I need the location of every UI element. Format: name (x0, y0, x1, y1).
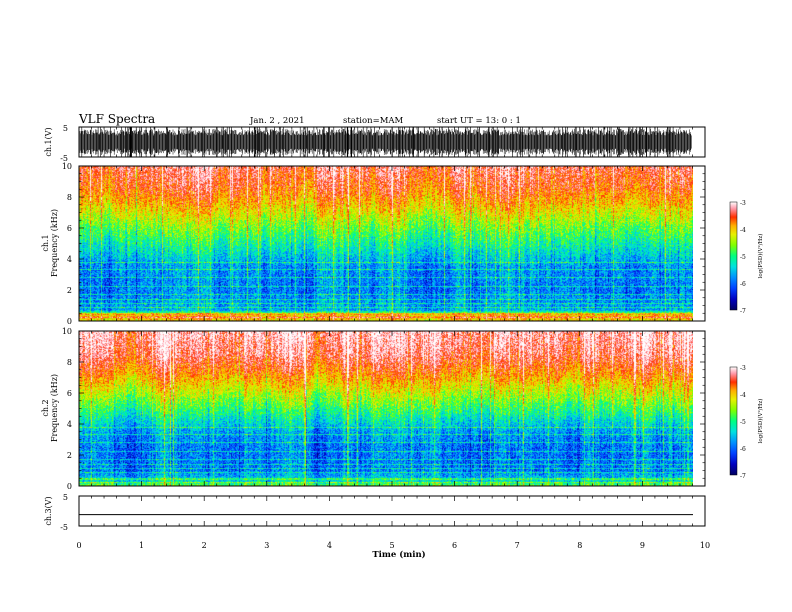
time-axis-tick-label: 1 (139, 541, 144, 550)
ch2-spectrogram-y-tick-label: 8 (67, 358, 72, 367)
ch1-spectrogram-y-tick-label: 4 (67, 255, 72, 264)
time-axis-tick-label: 8 (577, 541, 582, 550)
ch2-colorbar-tick: -7 (740, 473, 746, 480)
ch1-spectrogram-x-ticks (78, 166, 706, 321)
ch3-ytick-max: 5 (63, 493, 68, 502)
ch2-colorbar-tick: -5 (740, 419, 746, 426)
date-label: Jan. 2 , 2021 (249, 116, 305, 126)
start-time-label: start UT = 13: 0 : 1 (437, 116, 521, 126)
ch1-spectrogram-ylabel-frequency: Frequency (kHz) (50, 209, 59, 277)
ch1-spectrogram-y-tick-label: 10 (62, 162, 72, 171)
time-axis-label: Time (min) (372, 549, 425, 560)
ch1-spectrogram-y-tick-label: 0 (67, 317, 72, 326)
ch2-spectrogram-x-ticks (78, 331, 706, 486)
ch1-spectrogram-y-tick-label: 2 (67, 286, 72, 295)
ch2-spectrogram-y-tick-label: 6 (67, 389, 72, 398)
ch2-colorbar-tick: -4 (740, 392, 746, 399)
ch1-spectrogram-ylabel-channel: ch.1 (41, 234, 50, 251)
time-axis-tick-label: 0 (76, 541, 81, 550)
ch3-x-ticks (78, 496, 706, 526)
ch1-ylabel: ch.1(V) (44, 127, 53, 156)
ch1-waveform-panel: 5 -5 ch.1(V) (44, 124, 706, 163)
ch1-ytick-min: -5 (60, 154, 68, 163)
ch2-spectrogram-ylabel-channel: ch.2 (41, 399, 50, 416)
ch1-spectrogram-panel: 0 2 4 6 8 10 ch.1 Frequency (kHz) (41, 162, 764, 326)
time-axis-tick-label: 10 (700, 541, 710, 550)
ch2-spectrogram-ylabel-frequency: Frequency (kHz) (50, 374, 59, 442)
ch1-spectrogram-y-tick-label: 8 (67, 193, 72, 202)
time-axis-tick-label: 7 (515, 541, 520, 550)
ch2-spectrogram-y-ticks: 0 2 4 6 8 10 (62, 327, 705, 491)
ch3-ylabel: ch.3(V) (44, 496, 53, 525)
ch1-colorbar-tick: -5 (740, 254, 746, 261)
figure-title: VLF Spectra (78, 112, 155, 126)
ch1-colorbar-tick: -4 (740, 227, 746, 234)
ch1-spectrogram-y-ticks: 0 2 4 6 8 10 (62, 162, 705, 326)
ch1-colorbar: -3 -4 -5 -6 -7 log(PSD)(V²/Hz) (729, 200, 764, 315)
ch2-colorbar-tick: -6 (740, 446, 746, 453)
ch1-colorbar-tick: -3 (740, 200, 746, 207)
station-label: station=MAM (343, 116, 404, 126)
ch1-spectrogram-image (79, 166, 693, 321)
ch3-ytick-min: -5 (60, 523, 68, 532)
ch2-spectrogram-y-tick-label: 10 (62, 327, 72, 336)
ch2-spectrogram-y-tick-label: 0 (67, 482, 72, 491)
ch2-spectrogram-panel: 0 2 4 6 8 10 ch.2 Frequency (kHz) -3 -4 -5 -6… (41, 327, 764, 491)
ch1-waveform-trace (79, 127, 692, 157)
ch1-x-ticks (78, 127, 706, 157)
time-axis-tick-label: 3 (264, 541, 269, 550)
time-axis-tick-label: 9 (640, 541, 645, 550)
time-axis-tick-labels: 0 1 2 3 4 5 6 7 8 9 10 (76, 541, 710, 550)
ch2-colorbar-label: log(PSD)(V²/Hz) (757, 399, 764, 444)
ch2-colorbar: -3 -4 -5 -6 -7 log(PSD)(V²/Hz) (729, 365, 764, 480)
time-axis-tick-label: 4 (327, 541, 332, 550)
ch2-spectrogram-y-tick-label: 2 (67, 451, 72, 460)
ch3-waveform-panel: 5 -5 ch.3(V) (44, 493, 706, 532)
ch1-colorbar-tick: -6 (740, 281, 746, 288)
ch2-spectrogram-y-tick-label: 4 (67, 420, 72, 429)
ch1-spectrogram-y-tick-label: 6 (67, 224, 72, 233)
ch2-spectrogram-image (79, 331, 693, 486)
ch2-colorbar-tick: -3 (740, 365, 746, 372)
time-axis-tick-label: 2 (202, 541, 207, 550)
ch1-ytick-max: 5 (63, 124, 68, 133)
ch1-colorbar-tick: -7 (740, 308, 746, 315)
ch1-colorbar-label: log(PSD)(V²/Hz) (757, 234, 764, 279)
time-axis-tick-label: 6 (452, 541, 457, 550)
time-axis-tick-label: 5 (389, 541, 394, 550)
